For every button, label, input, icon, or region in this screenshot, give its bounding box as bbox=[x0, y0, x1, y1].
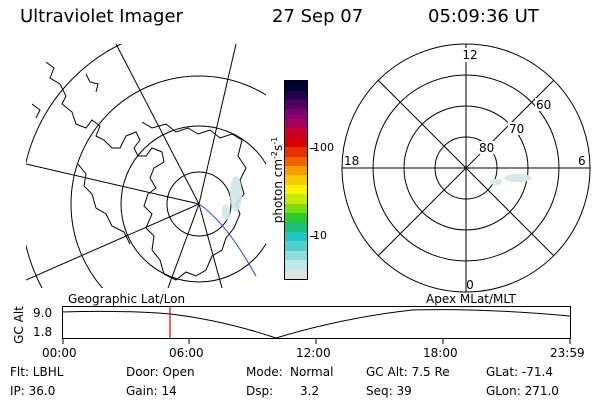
lat-circle-60 bbox=[70, 75, 266, 288]
mlt-label-18: 18 bbox=[344, 154, 359, 168]
mlt-label-0: 0 bbox=[466, 278, 474, 292]
door-status: Door: Open bbox=[126, 365, 195, 379]
glat-status: GLat: -71.4 bbox=[486, 365, 553, 379]
colorbar-swatch bbox=[285, 175, 307, 185]
continent-outline bbox=[45, 61, 247, 281]
colorbar-swatch bbox=[285, 128, 307, 138]
lat-circle-80 bbox=[166, 171, 232, 237]
colorbar-swatch bbox=[285, 241, 307, 251]
colorbar-tick-10: 10 bbox=[313, 229, 327, 242]
mode-value: Normal bbox=[290, 365, 334, 379]
aurora-emission bbox=[504, 174, 532, 182]
x-tick-label-0000: 00:00 bbox=[42, 346, 77, 360]
time-label: 05:09:36 UT bbox=[428, 6, 539, 27]
dsp-value: 3.2 bbox=[300, 384, 320, 398]
geographic-map bbox=[26, 44, 266, 288]
timeline-y-tick-1.8: 1.8 bbox=[33, 325, 53, 339]
colorbar-swatch bbox=[285, 90, 307, 100]
mode-label: Mode: bbox=[246, 365, 283, 379]
meridian-line bbox=[167, 203, 200, 288]
colorbar-tick-100: 100 bbox=[313, 141, 334, 154]
timeline-left-title: Geographic Lat/Lon bbox=[68, 292, 186, 306]
mlat-mlt-polar-plot: 12 0 18 6 60 70 80 bbox=[341, 43, 591, 293]
mlt-label-12: 12 bbox=[462, 48, 477, 62]
colorbar-swatch bbox=[285, 147, 307, 157]
meridian-line bbox=[26, 203, 200, 281]
colorbar-swatch bbox=[285, 165, 307, 176]
x-tick-label-1800: 18:00 bbox=[423, 346, 458, 360]
colorbar-swatch bbox=[285, 156, 307, 166]
meridian-line bbox=[198, 44, 237, 205]
colorbar-swatch bbox=[285, 137, 307, 148]
x-tick-label-0600: 06:00 bbox=[169, 346, 204, 360]
mlt-line-diagonal bbox=[377, 79, 555, 257]
colorbar-tick-mark bbox=[310, 236, 316, 237]
colorbar-axis-label: photon cm-2s-1 bbox=[270, 136, 285, 224]
x-tick-label-2359: 23:59 bbox=[550, 346, 585, 360]
colorbar-swatch bbox=[285, 81, 307, 91]
colorbar-swatch bbox=[285, 213, 307, 223]
aurora-emission bbox=[230, 176, 242, 212]
colorbar-swatch bbox=[285, 118, 307, 129]
seq-status: Seq: 39 bbox=[366, 384, 412, 398]
ip-status: IP: 36.0 bbox=[10, 384, 56, 398]
mlat-label-70: 70 bbox=[509, 122, 524, 136]
island-outline bbox=[85, 73, 99, 93]
island-outline bbox=[31, 103, 41, 119]
aurora-emission bbox=[490, 179, 502, 185]
meridian-line bbox=[26, 163, 200, 205]
colorbar-swatch bbox=[285, 184, 307, 195]
timeline-y-label: GC Alt bbox=[12, 306, 26, 344]
lat-circle-70 bbox=[120, 125, 266, 283]
colorbar-swatch bbox=[285, 222, 307, 232]
colorbar-swatch bbox=[285, 99, 307, 110]
satellite-track bbox=[198, 203, 257, 277]
colorbar-swatch bbox=[285, 269, 307, 279]
altitude-curve bbox=[62, 309, 571, 339]
mlat-label-60: 60 bbox=[536, 98, 551, 112]
gain-status: Gain: 14 bbox=[126, 384, 177, 398]
filter-status: Flt: LBHL bbox=[10, 365, 64, 379]
altitude-timeline bbox=[62, 306, 571, 344]
colorbar-swatch bbox=[285, 109, 307, 119]
x-tick-label-1200: 12:00 bbox=[296, 346, 331, 360]
colorbar-swatch bbox=[285, 260, 307, 270]
timeline-y-tick-9: 9.0 bbox=[33, 306, 53, 320]
instrument-title: Ultraviolet Imager bbox=[20, 6, 183, 27]
colorbar-swatch bbox=[285, 231, 307, 242]
mlt-label-6: 6 bbox=[578, 154, 586, 168]
mlat-label-80: 80 bbox=[479, 141, 494, 155]
aurora-emission bbox=[222, 204, 230, 220]
dsp-label: Dsp: bbox=[246, 384, 274, 398]
glon-status: GLon: 271.0 bbox=[486, 384, 559, 398]
colorbar-swatch bbox=[285, 250, 307, 261]
lat-circle-50 bbox=[26, 44, 123, 288]
meridian-line bbox=[115, 44, 200, 205]
date-label: 27 Sep 07 bbox=[272, 6, 364, 27]
colorbar-tick-mark bbox=[310, 148, 316, 149]
colorbar-swatch bbox=[285, 194, 307, 204]
coastline bbox=[77, 163, 131, 245]
meridian-line bbox=[198, 203, 223, 288]
colorbar-swatch bbox=[285, 203, 307, 214]
timeline-right-title: Apex MLat/MLT bbox=[426, 292, 516, 306]
gc-alt-status: GC Alt: 7.5 Re bbox=[366, 365, 450, 379]
colorbar bbox=[284, 80, 308, 280]
